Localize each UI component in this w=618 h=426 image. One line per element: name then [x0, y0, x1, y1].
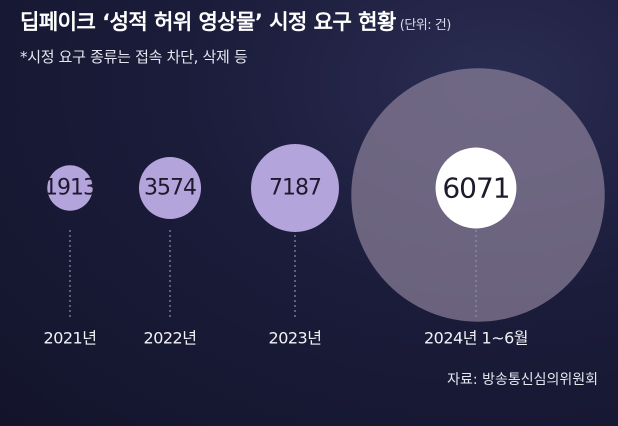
value-label: 7187	[269, 176, 321, 201]
category-label: 2021년	[44, 329, 97, 348]
category-label: 2022년	[144, 329, 197, 348]
bubble	[251, 144, 339, 232]
bubble	[138, 156, 202, 220]
category-label: 2023년	[269, 329, 322, 348]
chart-title-text: 딥페이크 ‘성적 허위 영상물’ 시정 요구 현황	[20, 10, 396, 34]
category-label: 2024년 1~6월	[424, 329, 528, 348]
chart-title: 딥페이크 ‘성적 허위 영상물’ 시정 요구 현황 (단위: 건)	[20, 6, 451, 36]
bubble	[47, 165, 93, 211]
unit-label: (단위: 건)	[399, 18, 452, 33]
value-label: 3574	[144, 176, 196, 201]
value-label: 6071	[442, 172, 509, 205]
source-note: 자료: 방송통신심의위원회	[447, 372, 598, 388]
chart-subtitle: *시정 요구 종류는 접속 차단, 삭제 등	[20, 48, 248, 66]
value-label: 1913	[44, 176, 96, 201]
bubble	[435, 147, 517, 229]
